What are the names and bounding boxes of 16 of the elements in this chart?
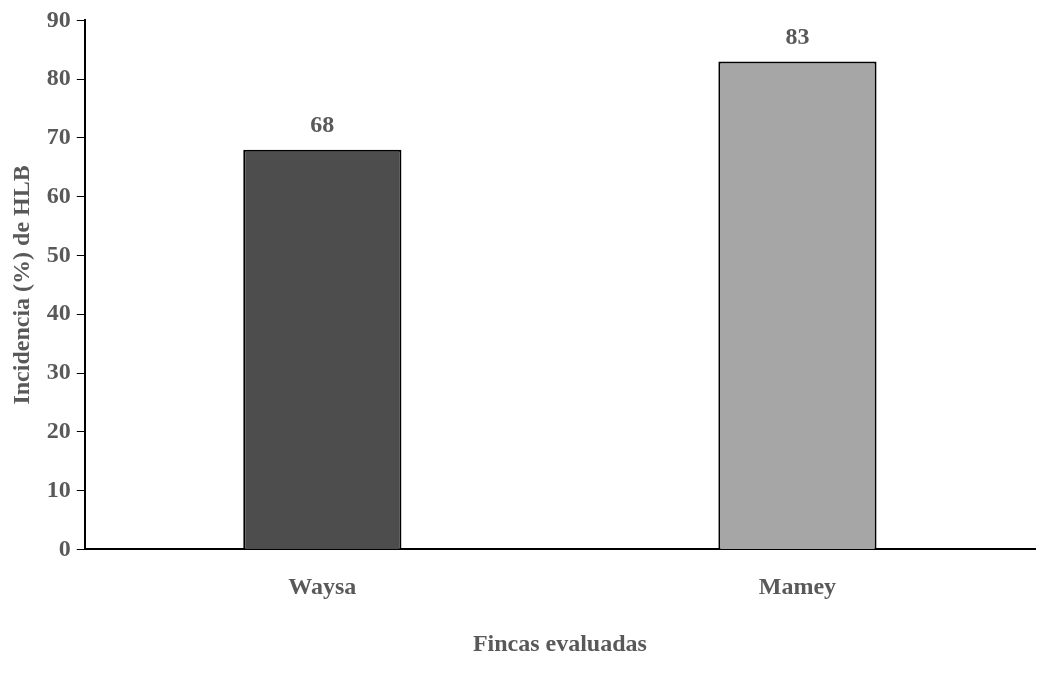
y-tick-label: 20 [46, 417, 71, 444]
y-tick-label: 40 [46, 299, 71, 326]
y-tick-label: 0 [58, 534, 71, 561]
y-tick-label: 10 [46, 475, 71, 502]
data-label: 83 [785, 22, 810, 49]
x-axis-title: Fincas evaluadas [472, 629, 647, 656]
y-tick-label: 50 [46, 240, 71, 267]
y-tick-label: 80 [46, 64, 71, 91]
y-tick-label: 90 [46, 5, 71, 32]
data-label: 68 [310, 110, 335, 137]
x-tick-label: Waysa [288, 573, 357, 599]
y-tick-label: 70 [46, 123, 71, 150]
y-tick-label: 30 [46, 358, 71, 385]
y-tick-label: 60 [46, 181, 71, 208]
y-axis-title: Incidencia (%) de HLB [7, 165, 34, 405]
x-tick-label: Mamey [758, 573, 837, 599]
